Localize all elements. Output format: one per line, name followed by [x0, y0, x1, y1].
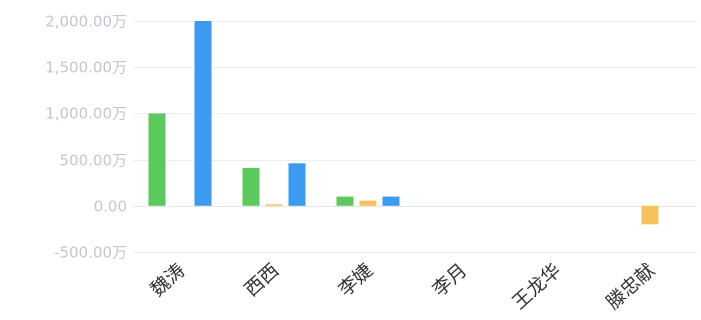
grid-lines [133, 21, 697, 253]
y-tick-label: -500.00万 [54, 244, 127, 262]
x-tick-label: 滕忠献 [602, 259, 659, 314]
bar[interactable] [265, 204, 283, 206]
x-tick-label: 李婕 [334, 259, 377, 301]
bar[interactable] [382, 196, 400, 206]
bar[interactable] [359, 200, 377, 206]
x-tick-label: 李月 [428, 259, 471, 301]
bar[interactable] [194, 21, 212, 206]
bar[interactable] [242, 167, 260, 206]
y-tick-label: 1,500.00万 [45, 59, 127, 77]
y-tick-label: 2,000.00万 [45, 13, 127, 31]
bars [148, 21, 659, 225]
y-tick-label: 500.00万 [60, 152, 128, 170]
x-axis-tick-labels: 魏涛 西西 李婕 李月 王龙华 滕忠献 [146, 259, 659, 314]
bar[interactable] [288, 163, 306, 206]
bar[interactable] [148, 113, 166, 206]
bar[interactable] [336, 196, 354, 206]
y-tick-label: 1,000.00万 [45, 105, 127, 123]
x-tick-label: 西西 [240, 259, 283, 301]
y-axis-tick-labels: 2,000.00万 1,500.00万 1,000.00万 500.00万 0.00 -5… [45, 13, 127, 262]
bar[interactable] [641, 205, 659, 225]
y-tick-label: 0.00 [94, 198, 127, 216]
x-tick-label: 王龙华 [508, 259, 565, 314]
x-tick-label: 魏涛 [146, 259, 189, 301]
